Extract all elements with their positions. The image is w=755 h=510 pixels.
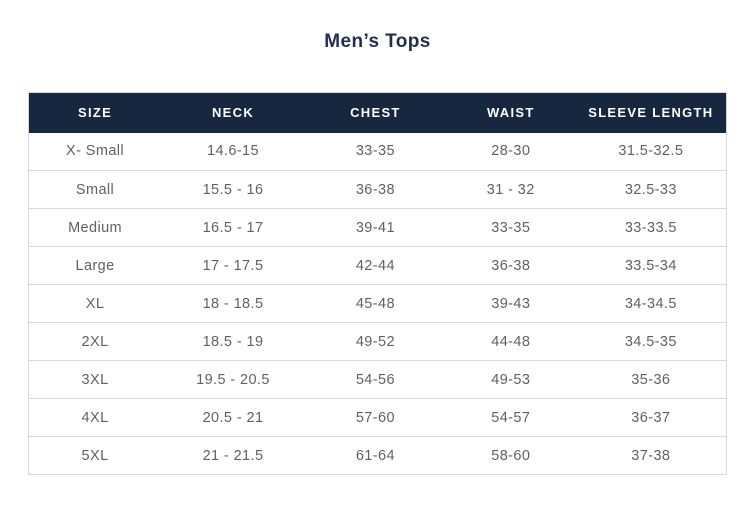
measurement-cell: 20.5 - 21 bbox=[161, 398, 305, 437]
measurement-cell: 49-52 bbox=[304, 322, 446, 361]
measurement-cell: 61-64 bbox=[304, 436, 446, 475]
measurement-cell: 36-37 bbox=[575, 398, 727, 437]
column-header-waist: WAIST bbox=[445, 92, 576, 133]
table-row: X- Small 14.6-15 33-35 28-30 31.5-32.5 bbox=[28, 132, 727, 171]
measurement-cell: 33-33.5 bbox=[575, 208, 727, 247]
measurement-cell: 36-38 bbox=[304, 170, 446, 209]
table-row: XL 18 - 18.5 45-48 39-43 34-34.5 bbox=[28, 284, 727, 323]
measurement-cell: 21 - 21.5 bbox=[161, 436, 305, 475]
measurement-cell: 44-48 bbox=[445, 322, 576, 361]
size-cell: Small bbox=[28, 170, 162, 209]
size-cell: XL bbox=[28, 284, 162, 323]
page-title: Men’s Tops bbox=[324, 31, 431, 52]
measurement-cell: 31.5-32.5 bbox=[575, 132, 727, 171]
table-row: 3XL 19.5 - 20.5 54-56 49-53 35-36 bbox=[28, 360, 727, 399]
table-header: SIZE NECK CHEST WAIST SLEEVE LENGTH bbox=[28, 92, 727, 133]
measurement-cell: 33-35 bbox=[445, 208, 576, 247]
table-row: Small 15.5 - 16 36-38 31 - 32 32.5-33 bbox=[28, 170, 727, 209]
column-header-chest: CHEST bbox=[304, 92, 446, 133]
size-chart-container: SIZE NECK CHEST WAIST SLEEVE LENGTH X- Small… bbox=[28, 92, 727, 475]
size-cell: Medium bbox=[28, 208, 162, 247]
measurement-cell: 17 - 17.5 bbox=[161, 246, 305, 285]
measurement-cell: 16.5 - 17 bbox=[161, 208, 305, 247]
size-cell: X- Small bbox=[28, 132, 162, 171]
table-body: X- Small 14.6-15 33-35 28-30 31.5-32.5 Small 1… bbox=[28, 132, 727, 475]
table-row: 2XL 18.5 - 19 49-52 44-48 34.5-35 bbox=[28, 322, 727, 361]
measurement-cell: 18 - 18.5 bbox=[161, 284, 305, 323]
column-header-size: SIZE bbox=[28, 92, 162, 133]
measurement-cell: 39-41 bbox=[304, 208, 446, 247]
measurement-cell: 36-38 bbox=[445, 246, 576, 285]
table-header-row: SIZE NECK CHEST WAIST SLEEVE LENGTH bbox=[28, 92, 727, 133]
measurement-cell: 31 - 32 bbox=[445, 170, 576, 209]
measurement-cell: 57-60 bbox=[304, 398, 446, 437]
measurement-cell: 49-53 bbox=[445, 360, 576, 399]
size-chart-table: SIZE NECK CHEST WAIST SLEEVE LENGTH X- Small… bbox=[28, 92, 727, 475]
measurement-cell: 34-34.5 bbox=[575, 284, 727, 323]
measurement-cell: 42-44 bbox=[304, 246, 446, 285]
column-header-neck: NECK bbox=[161, 92, 305, 133]
size-cell: 5XL bbox=[28, 436, 162, 475]
measurement-cell: 33-35 bbox=[304, 132, 446, 171]
measurement-cell: 37-38 bbox=[575, 436, 727, 475]
column-header-sleeve-length: SLEEVE LENGTH bbox=[575, 92, 727, 133]
table-row: 5XL 21 - 21.5 61-64 58-60 37-38 bbox=[28, 436, 727, 475]
measurement-cell: 28-30 bbox=[445, 132, 576, 171]
measurement-cell: 34.5-35 bbox=[575, 322, 727, 361]
measurement-cell: 14.6-15 bbox=[161, 132, 305, 171]
measurement-cell: 32.5-33 bbox=[575, 170, 727, 209]
measurement-cell: 58-60 bbox=[445, 436, 576, 475]
measurement-cell: 45-48 bbox=[304, 284, 446, 323]
table-row: Large 17 - 17.5 42-44 36-38 33.5-34 bbox=[28, 246, 727, 285]
measurement-cell: 19.5 - 20.5 bbox=[161, 360, 305, 399]
table-row: Medium 16.5 - 17 39-41 33-35 33-33.5 bbox=[28, 208, 727, 247]
measurement-cell: 18.5 - 19 bbox=[161, 322, 305, 361]
measurement-cell: 15.5 - 16 bbox=[161, 170, 305, 209]
measurement-cell: 54-57 bbox=[445, 398, 576, 437]
measurement-cell: 33.5-34 bbox=[575, 246, 727, 285]
size-cell: 3XL bbox=[28, 360, 162, 399]
size-cell: 4XL bbox=[28, 398, 162, 437]
measurement-cell: 54-56 bbox=[304, 360, 446, 399]
size-cell: Large bbox=[28, 246, 162, 285]
measurement-cell: 35-36 bbox=[575, 360, 727, 399]
size-cell: 2XL bbox=[28, 322, 162, 361]
table-row: 4XL 20.5 - 21 57-60 54-57 36-37 bbox=[28, 398, 727, 437]
measurement-cell: 39-43 bbox=[445, 284, 576, 323]
